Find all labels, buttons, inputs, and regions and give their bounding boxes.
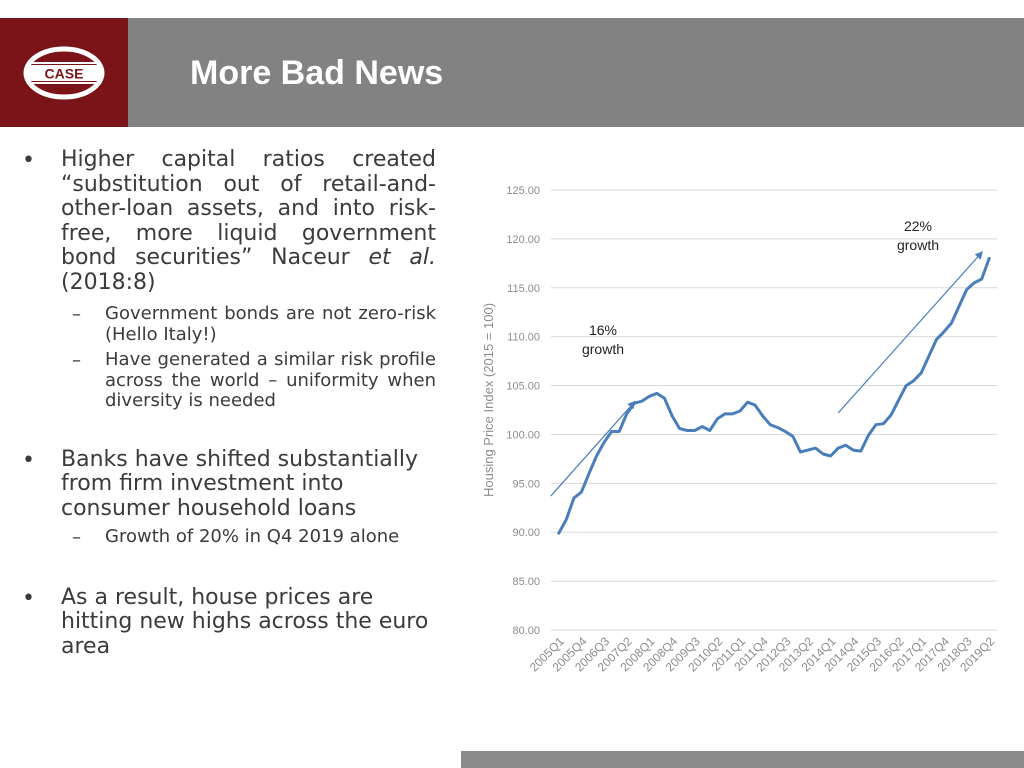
y-tick-label: 90.00 xyxy=(512,527,540,539)
bullet-item-1: • Higher capital ratios created “substit… xyxy=(22,147,436,295)
series-line-housing-price xyxy=(557,256,991,535)
sub-bullet-text: Growth of 20% in Q4 2019 alone xyxy=(105,526,400,547)
y-tick-label: 105.00 xyxy=(506,381,540,393)
bullet-1-text: Higher capital ratios created “substitut… xyxy=(61,147,436,295)
sub-bullet-text: Have generated a similar risk profile ac… xyxy=(105,349,436,411)
growth-annotation-label: 16% xyxy=(589,322,617,338)
slide-title: More Bad News xyxy=(190,54,444,92)
bullet-item-2: • Banks have shifted substantially from … xyxy=(22,446,436,522)
growth-annotations: 16% growth 22% growth xyxy=(550,218,984,497)
sub-bullet-marker: – xyxy=(72,350,81,371)
growth-arrow xyxy=(837,251,984,414)
bullet-marker: • xyxy=(22,148,35,173)
sub-bullet-1-1: – Government bonds are not zero-risk (He… xyxy=(22,303,436,345)
sub-bullet-marker: – xyxy=(72,527,81,548)
y-tick-label: 95.00 xyxy=(512,478,540,490)
y-tick-label: 80.00 xyxy=(512,625,540,637)
housing-price-chart: 80.00 85.00 90.00 95.00 100.00 105.00 110.00 11… xyxy=(481,185,998,674)
sub-bullet-2-1: – Growth of 20% in Q4 2019 alone xyxy=(22,526,436,548)
y-tick-label: 110.00 xyxy=(507,332,540,344)
bullet-marker: • xyxy=(22,447,35,473)
sub-bullet-text: Government bonds are not zero-risk (Hell… xyxy=(105,303,436,345)
x-axis-ticks: 2005Q12005Q42006Q32007Q22008Q12008Q42009… xyxy=(527,634,998,674)
y-axis-label: Housing Price Index (2015 = 100) xyxy=(481,303,496,497)
y-axis-ticks: 80.00 85.00 90.00 95.00 100.00 105.00 110.00 11… xyxy=(506,185,540,637)
case-logo: CASE xyxy=(0,18,128,127)
y-tick-label: 115.00 xyxy=(507,283,540,295)
sub-bullet-marker: – xyxy=(72,304,81,325)
y-tick-label: 85.00 xyxy=(512,576,540,588)
bullet-list: • Higher capital ratios created “substit… xyxy=(22,147,436,660)
bullet-3-text: As a result, house prices are hitting ne… xyxy=(61,584,429,659)
case-logo-icon: CASE xyxy=(23,46,105,100)
y-tick-label: 125.00 xyxy=(506,185,540,197)
growth-annotation-label: 22% xyxy=(904,218,932,234)
growth-annotation-label: growth xyxy=(897,237,939,253)
bullet-marker: • xyxy=(22,585,35,611)
bullet-item-3: • As a result, house prices are hitting … xyxy=(22,584,436,660)
sub-bullet-1-2: – Have generated a similar risk profile … xyxy=(22,349,436,412)
slide-header: CASE More Bad News xyxy=(0,18,1024,127)
y-tick-label: 100.00 xyxy=(506,429,540,441)
chart-gridlines xyxy=(551,189,997,631)
footer-bar xyxy=(461,751,1024,768)
growth-arrow xyxy=(550,400,636,497)
case-logo-text: CASE xyxy=(45,66,84,82)
y-tick-label: 120.00 xyxy=(506,234,540,246)
growth-annotation-label: growth xyxy=(582,341,624,357)
bullet-2-text: Banks have shifted substantially from fi… xyxy=(61,446,419,521)
